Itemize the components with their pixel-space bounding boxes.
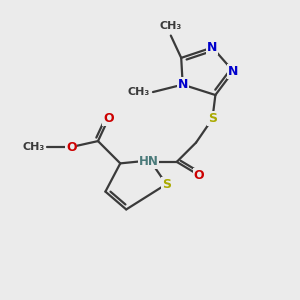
Text: S: S — [208, 112, 217, 125]
Text: CH₃: CH₃ — [128, 87, 150, 97]
Text: S: S — [162, 178, 171, 191]
Text: O: O — [103, 112, 114, 125]
Text: CH₃: CH₃ — [160, 21, 182, 31]
Text: CH₃: CH₃ — [22, 142, 44, 152]
Text: N: N — [178, 78, 188, 91]
Text: N: N — [228, 65, 238, 78]
Text: N: N — [207, 41, 218, 54]
Text: O: O — [66, 140, 76, 154]
Text: O: O — [194, 169, 204, 182]
Text: HN: HN — [139, 155, 158, 168]
